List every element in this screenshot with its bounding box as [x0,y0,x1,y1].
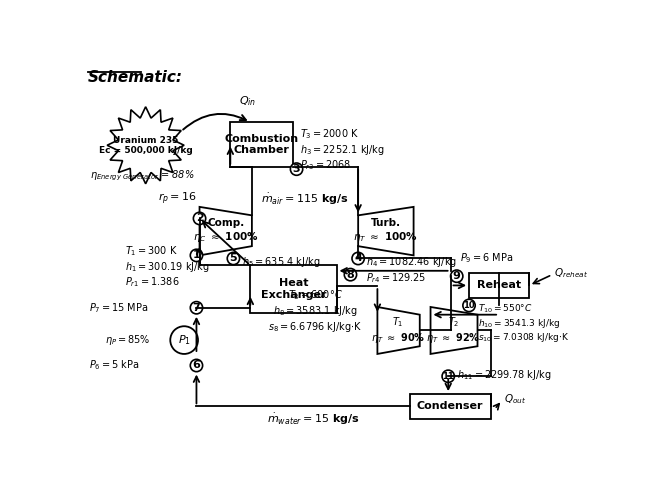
Text: $Q_{reheat}$: $Q_{reheat}$ [554,266,588,280]
Circle shape [193,212,206,224]
Text: $Q_{out}$: $Q_{out}$ [503,392,526,405]
Text: $T_2$
$\eta_T$ $\approx$ 92%: $T_2$ $\eta_T$ $\approx$ 92% [426,315,481,345]
Circle shape [190,302,203,314]
Text: 5: 5 [230,253,237,264]
Text: $\dot{m}_{air} = 115$ kg/s: $\dot{m}_{air} = 115$ kg/s [261,191,349,207]
Circle shape [291,163,303,175]
Text: $Q_{in}$: $Q_{in}$ [239,94,256,108]
FancyBboxPatch shape [410,394,490,419]
Text: $T_8 = 600°C$
$h_8 = 3583.1$ kJ/kg
$s_8 = 6.6796$ kJ/kg$\cdot$K: $T_8 = 600°C$ $h_8 = 3583.1$ kJ/kg $s_8 … [268,288,362,334]
Text: $T_1$
$\eta_T$ $\approx$ 90%: $T_1$ $\eta_T$ $\approx$ 90% [371,315,426,345]
Polygon shape [107,107,184,184]
Text: 7: 7 [193,303,201,313]
Polygon shape [430,307,477,354]
Text: $P_9 = 6$ MPa: $P_9 = 6$ MPa [460,251,513,265]
Circle shape [190,249,203,262]
Circle shape [227,252,239,265]
Text: 8: 8 [347,270,355,279]
Circle shape [344,269,356,281]
Text: 6: 6 [193,361,201,370]
Text: $\dot{m}_{water} = 15$ kg/s: $\dot{m}_{water} = 15$ kg/s [267,412,360,427]
Text: Turb.
$\eta_T$ $\approx$ 100%: Turb. $\eta_T$ $\approx$ 100% [353,218,419,244]
Text: $r_p = 16$: $r_p = 16$ [158,190,197,207]
Text: Combustion
Chamber: Combustion Chamber [225,134,299,155]
Text: $T_1 = 300$ K
$h_1 = 300.19$ kJ/kg
$P_{r1} = 1.386$: $T_1 = 300$ K $h_1 = 300.19$ kJ/kg $P_{r… [125,244,210,289]
Text: $T_{10} = 550°C$
$h_{10} = 3541.3$ kJ/kg
$s_{10} = 7.0308$ kJ/kg$\cdot$K: $T_{10} = 550°C$ $h_{10} = 3541.3$ kJ/kg… [478,303,569,344]
Text: $h_5 = 635.4$ kJ/kg: $h_5 = 635.4$ kJ/kg [242,255,320,270]
Text: 3: 3 [292,164,300,174]
Text: 1: 1 [193,250,201,260]
Circle shape [190,359,203,371]
Text: $P_1$: $P_1$ [178,333,191,347]
Text: $P_6 = 5$ kPa: $P_6 = 5$ kPa [89,359,139,372]
Text: $h_4 = 1082.46$ kJ/kg
$P_{r4} = 129.25$: $h_4 = 1082.46$ kJ/kg $P_{r4} = 129.25$ [366,255,457,285]
Text: 9: 9 [453,271,461,281]
Text: $\eta_{Energy\ Generator}$ = 88%: $\eta_{Energy\ Generator}$ = 88% [90,169,195,184]
Circle shape [442,370,454,382]
Text: 10: 10 [463,301,475,310]
Text: 4: 4 [354,253,362,264]
Circle shape [170,326,198,354]
FancyBboxPatch shape [230,122,294,167]
Text: $\eta_P = 85\%$: $\eta_P = 85\%$ [105,333,150,347]
Text: Schematic:: Schematic: [88,70,183,85]
Text: Heat
Exchanger: Heat Exchanger [261,278,326,300]
Text: $P_7 = 15$ MPa: $P_7 = 15$ MPa [89,301,148,315]
Polygon shape [199,207,252,255]
Polygon shape [358,207,413,255]
Circle shape [352,252,364,265]
FancyBboxPatch shape [469,273,529,298]
Text: Comp.
$\eta_C$ $\approx$ 100%: Comp. $\eta_C$ $\approx$ 100% [193,218,259,244]
Polygon shape [377,307,420,354]
Text: Uranium 235
Ec = 500,000 kJ/kg: Uranium 235 Ec = 500,000 kJ/kg [99,136,193,155]
Text: 11: 11 [443,372,454,381]
Circle shape [463,299,475,311]
Text: Reheat: Reheat [477,280,521,290]
Text: 2: 2 [195,214,203,223]
Circle shape [450,270,463,282]
Text: $T_3 = 2000$ K
$h_3 = 2252.1$ kJ/kg
$P_{r3} = 2068$: $T_3 = 2000$ K $h_3 = 2252.1$ kJ/kg $P_{… [300,127,384,172]
Text: Condenser: Condenser [417,401,483,411]
Text: $h_{11} = 2299.78$ kJ/kg: $h_{11} = 2299.78$ kJ/kg [457,368,552,382]
FancyBboxPatch shape [250,265,336,313]
